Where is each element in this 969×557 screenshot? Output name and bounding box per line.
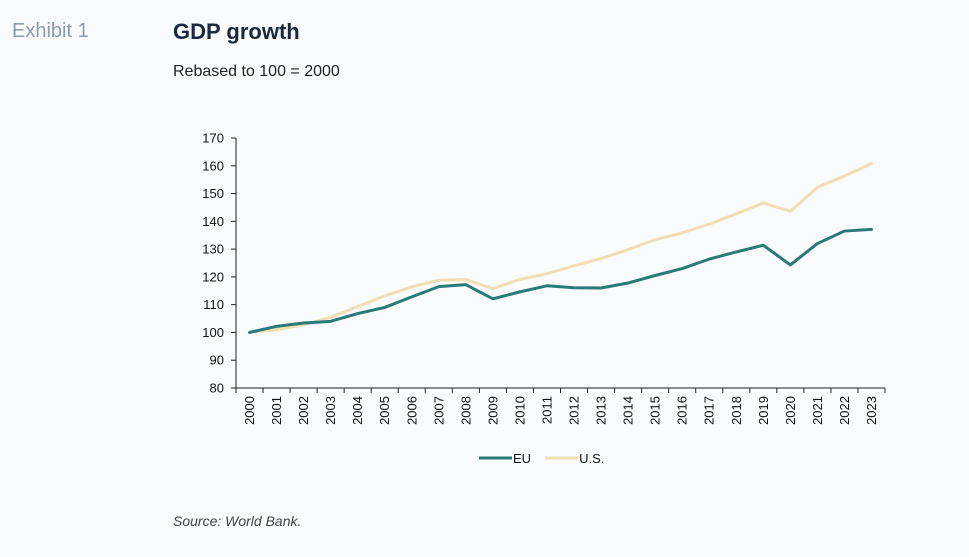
x-tick-label: 2007: [431, 396, 446, 425]
exhibit-label: Exhibit 1: [12, 20, 89, 42]
legend-label: U.S.: [579, 451, 604, 466]
series-line-eu: [248, 227, 873, 334]
y-tick-label: 80: [210, 381, 224, 396]
x-tick-label: 2016: [675, 396, 690, 425]
x-tick-label: 2012: [567, 396, 582, 425]
y-tick-label: 140: [202, 214, 224, 229]
y-tick-label: 130: [202, 242, 224, 257]
y-tick-label: 90: [210, 353, 224, 368]
y-tick-label: 100: [202, 325, 224, 340]
series-line-u-s: [248, 162, 873, 334]
x-tick-label: 2019: [756, 396, 771, 425]
legend-label: EU: [513, 451, 531, 466]
x-tick-label: 2009: [485, 396, 500, 425]
chart-series: [248, 162, 873, 334]
x-tick-label: 2002: [296, 396, 311, 425]
y-tick-label: 170: [202, 131, 224, 146]
x-tick-label: 2013: [594, 396, 609, 425]
x-tick-label: 2003: [323, 396, 338, 425]
x-tick-label: 2023: [864, 396, 879, 425]
y-tick-label: 120: [202, 269, 224, 284]
x-tick-label: 2008: [458, 396, 473, 425]
x-tick-label: 2014: [621, 396, 636, 425]
x-tick-label: 2020: [783, 396, 798, 425]
x-tick-label: 2022: [837, 396, 852, 425]
y-tick-label: 110: [203, 297, 224, 312]
x-tick-label: 2000: [242, 396, 257, 425]
y-tick-label: 150: [202, 186, 224, 201]
x-tick-label: 2017: [702, 396, 717, 425]
x-tick-label: 2015: [648, 396, 663, 425]
chart-axes: 80 90 100 110 120 130 140 150 160 170 2000 2001 2002…: [202, 131, 886, 425]
y-tick-label: 160: [202, 158, 224, 173]
x-tick-label: 2006: [404, 396, 419, 425]
x-tick-label: 2011: [539, 396, 554, 424]
x-tick-label: 2010: [512, 396, 527, 425]
chart-subtitle: Rebased to 100 = 2000: [173, 63, 340, 80]
x-tick-label: 2018: [729, 396, 744, 425]
x-tick-label: 2021: [810, 396, 825, 425]
x-tick-label: 2005: [377, 396, 392, 425]
x-tick-label: 2001: [269, 396, 284, 425]
chart-legend: EU U.S.: [479, 451, 604, 466]
x-tick-label: 2004: [350, 396, 365, 425]
source-note: Source: World Bank.: [173, 513, 302, 529]
chart-title: GDP growth: [173, 19, 300, 44]
